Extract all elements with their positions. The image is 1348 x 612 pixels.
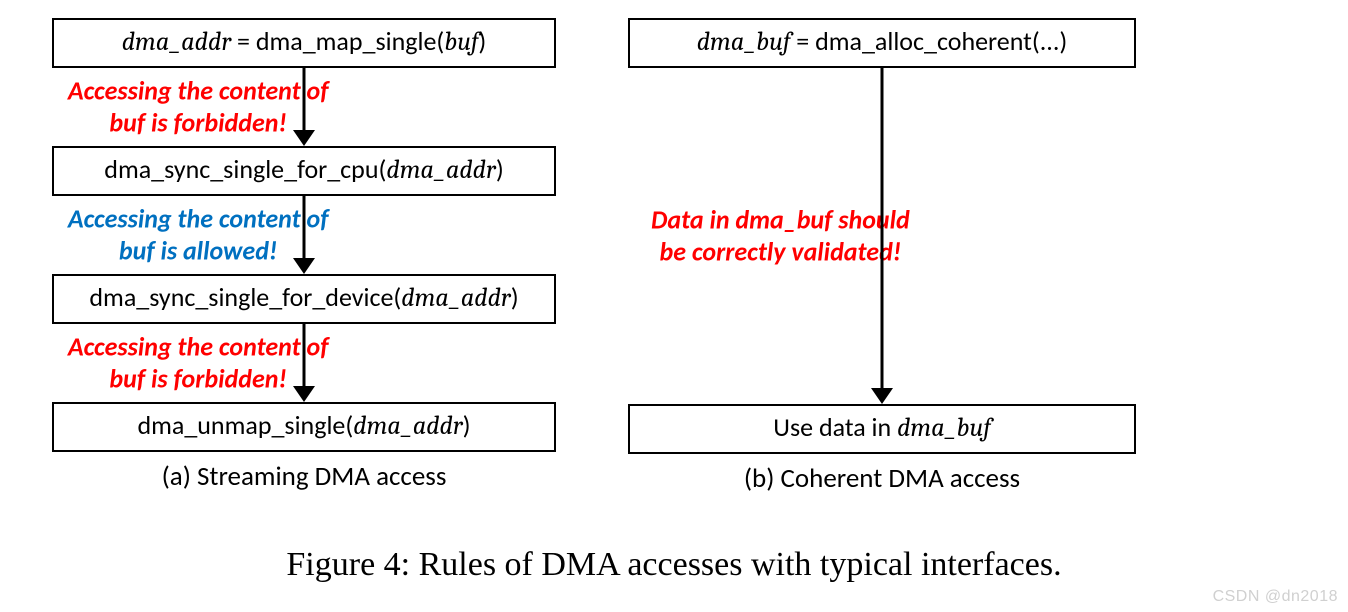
code-fn: dma_alloc_coherent(...) [815, 25, 1067, 57]
panel-a-arrow-1: Accessing the content of buf is forbidde… [52, 68, 556, 146]
code-eq: = [231, 25, 256, 57]
code-arg: dma_addr [401, 283, 510, 313]
panel-b-subcaption: (b) Coherent DMA access [744, 462, 1020, 495]
code-var: dma_buf [697, 27, 791, 57]
panel-b-annotation-1: Data in dma_buf should be correctly vali… [628, 204, 933, 267]
code-fn: dma_sync_single_for_device( [89, 281, 401, 313]
annotation-line: buf is forbidden! [109, 106, 286, 138]
code-arg: dma_addr [353, 411, 462, 441]
code-pre: Use data in [773, 411, 897, 443]
watermark-text: CSDN @dn2018 [1213, 588, 1338, 606]
annotation-line: buf is allowed! [119, 234, 278, 266]
panel-b: dma_buf = dma_alloc_coherent(...) Data i… [628, 18, 1136, 495]
panel-a-box-4: dma_unmap_single(dma_addr) [52, 402, 556, 452]
code-close: ) [511, 281, 519, 313]
annotation-line: be correctly validated! [660, 235, 902, 267]
panel-a-box-3: dma_sync_single_for_device(dma_addr) [52, 274, 556, 324]
code-close: ) [496, 153, 504, 185]
code-fn: dma_unmap_single( [137, 409, 353, 441]
code-var: dma_addr [122, 27, 231, 57]
panel-a-subcaption: (a) Streaming DMA access [162, 460, 447, 493]
figure-canvas: dma_addr = dma_map_single(buf) Accessing… [0, 0, 1348, 612]
annotation-line: Accessing the content of [68, 74, 329, 106]
panel-b-box-1: dma_buf = dma_alloc_coherent(...) [628, 18, 1136, 68]
annotation-line: Accessing the content of [68, 331, 329, 363]
panel-a-arrow-3: Accessing the content of buf is forbidde… [52, 324, 556, 402]
code-arg: buf [444, 27, 478, 57]
code-close: ) [478, 25, 486, 57]
code-fn: dma_map_single( [256, 25, 445, 57]
annotation-line: Accessing the content of [68, 202, 329, 234]
code-eq: = [790, 25, 815, 57]
panel-a-box-2: dma_sync_single_for_cpu(dma_addr) [52, 146, 556, 196]
panel-b-arrow-1: Data in dma_buf should be correctly vali… [628, 68, 1136, 404]
annotation-line: Data in dma_buf should [651, 203, 910, 235]
code-fn: dma_sync_single_for_cpu( [104, 153, 386, 185]
figure-caption: Figure 4: Rules of DMA accesses with typ… [0, 546, 1348, 584]
panel-b-box-2: Use data in dma_buf [628, 404, 1136, 454]
annotation-line: buf is forbidden! [109, 362, 286, 394]
code-arg: dma_addr [386, 155, 495, 185]
code-close: ) [463, 409, 471, 441]
panel-a: dma_addr = dma_map_single(buf) Accessing… [52, 18, 556, 493]
panel-a-box-1: dma_addr = dma_map_single(buf) [52, 18, 556, 68]
code-var: dma_buf [897, 413, 991, 443]
panel-a-arrow-2: Accessing the content of buf is allowed! [52, 196, 556, 274]
